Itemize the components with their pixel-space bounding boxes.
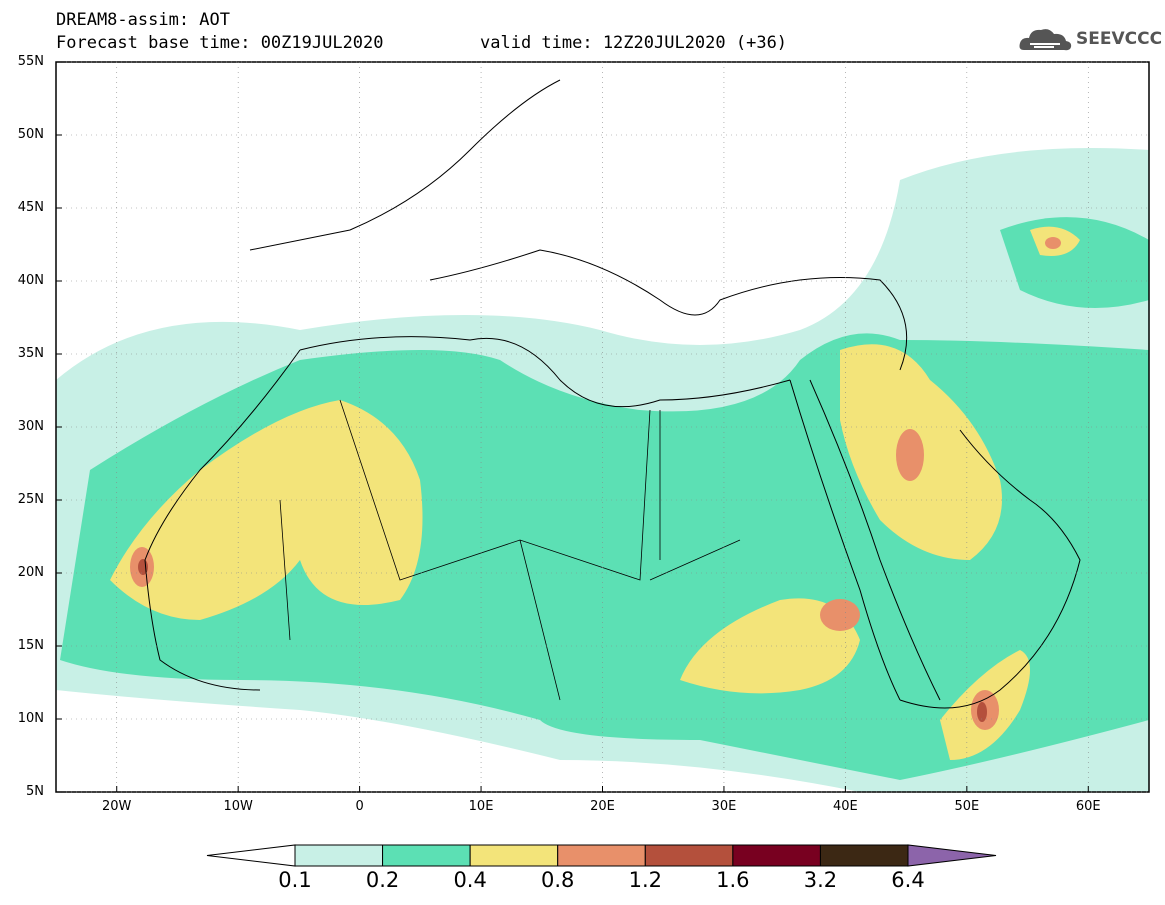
- logo-text: SEEVCCC: [1076, 29, 1163, 49]
- colorbar-label: 0.8: [541, 868, 575, 892]
- lon-tick-label: 10E: [468, 799, 494, 814]
- lon-tick-label: 20W: [102, 799, 132, 814]
- lat-tick-label: 5N: [26, 784, 44, 799]
- map-title: DREAM8-assim: AOT: [56, 10, 230, 30]
- colorbar-segment: [819, 844, 909, 867]
- lon-tick-label: 10W: [223, 799, 253, 814]
- red-sea-coast: [789, 379, 941, 701]
- lat-tick-label: 40N: [17, 273, 44, 288]
- lat-tick-label: 35N: [17, 346, 44, 361]
- colorbar-segment: [644, 844, 734, 867]
- colorbar-arrow-high: [907, 844, 997, 867]
- arabia-coast: [899, 429, 1081, 709]
- aot-hotspot-eritrea: [820, 599, 860, 631]
- aot-hotspot-iraq: [896, 429, 924, 481]
- lat-tick-label: 55N: [17, 54, 44, 69]
- colorbar-label: 3.2: [803, 868, 838, 892]
- colorbar-label: 0.2: [365, 868, 400, 892]
- lon-tick-label: 0: [355, 799, 364, 814]
- coastline-europe: [249, 79, 908, 371]
- lon-tick-label: 40E: [832, 799, 858, 814]
- colorbar-label: 1.6: [716, 868, 750, 892]
- colorbar-arrow-low: [206, 844, 296, 867]
- colorbar-segment: [557, 844, 646, 867]
- lat-tick-label: 10N: [17, 711, 44, 726]
- colorbar-segment: [732, 844, 821, 867]
- lon-tick-label: 50E: [954, 799, 980, 814]
- colorbar-label: 0.1: [278, 868, 312, 892]
- lon-tick-label: 20E: [590, 799, 615, 814]
- coastline-north-africa: [299, 336, 791, 408]
- lon-tick-label: 30E: [711, 799, 737, 814]
- colorbar-segment: [382, 844, 471, 867]
- aot-hotspot-yemen-core: [977, 702, 987, 722]
- aot-band-0.4-west: [110, 400, 423, 620]
- colorbar-segment: [294, 844, 384, 867]
- lat-tick-label: 45N: [17, 200, 44, 215]
- lon-tick-label: 60E: [1075, 799, 1101, 814]
- aot-hotspot-caspian: [1045, 237, 1061, 249]
- lat-tick-label: 30N: [17, 419, 44, 434]
- colorbar-label: 0.4: [453, 868, 487, 892]
- colorbar-label: 6.4: [891, 868, 925, 892]
- lat-tick-label: 25N: [17, 492, 44, 507]
- lat-tick-label: 20N: [17, 565, 44, 580]
- aot-band-0.4-sudan: [680, 598, 860, 694]
- coastline-west-africa: [144, 349, 301, 691]
- valid-time: valid time: 12Z20JUL2020 (+36): [480, 33, 788, 53]
- colorbar-segment: [469, 844, 559, 867]
- lat-tick-label: 15N: [17, 638, 44, 653]
- country-borders: [279, 399, 741, 701]
- colorbar-label: 1.2: [628, 868, 662, 892]
- colorbar: [206, 844, 997, 867]
- base-time: Forecast base time: 00Z19JUL2020: [56, 33, 384, 53]
- cloud-icon: [1019, 29, 1072, 51]
- lat-tick-label: 50N: [17, 127, 44, 142]
